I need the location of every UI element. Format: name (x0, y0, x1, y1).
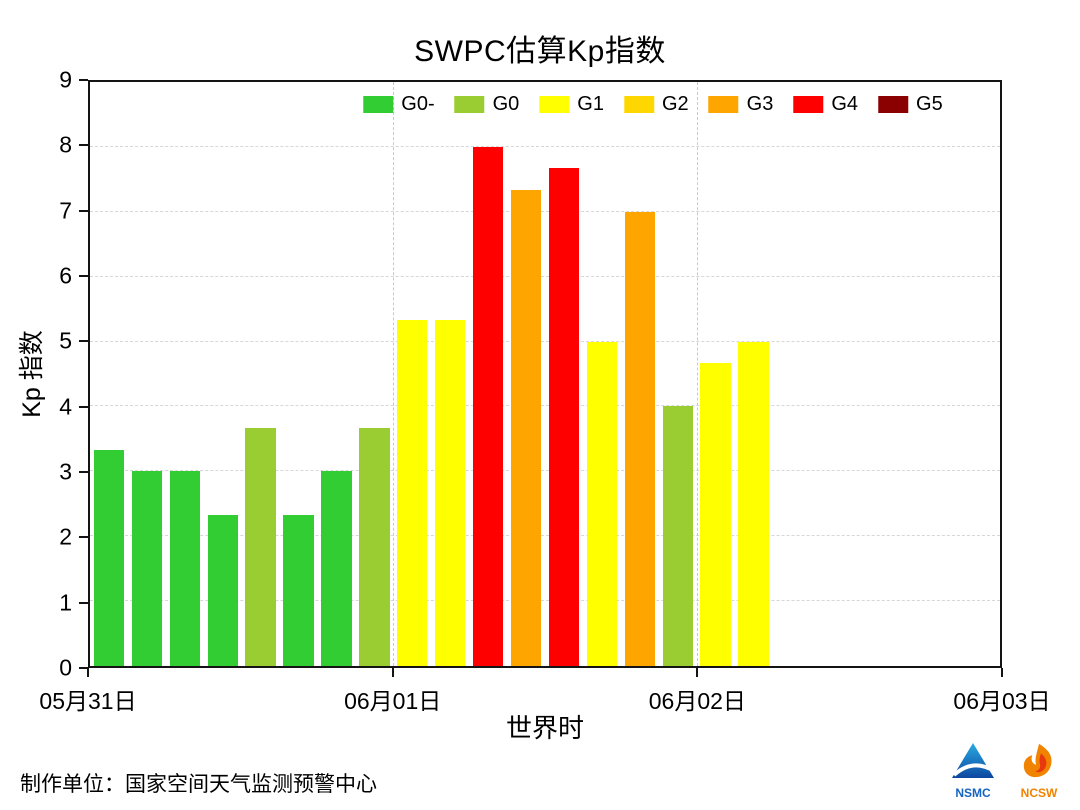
kp-bar (586, 341, 618, 666)
y-tick-mark (79, 340, 88, 343)
y-tick-label: 4 (59, 393, 72, 420)
y-tick-label: 5 (59, 327, 72, 354)
ncsw-logo: NCSW (1012, 742, 1066, 799)
legend-label: G1 (577, 93, 604, 115)
y-tick-mark (79, 144, 88, 147)
kp-bar (321, 471, 352, 666)
y-tick-label: 2 (59, 523, 72, 550)
kp-bar (245, 427, 276, 666)
kp-bar (93, 449, 125, 666)
credit-text: 制作单位：国家空间天气监测预警中心 (20, 773, 377, 796)
h-gridline (90, 470, 1000, 472)
y-tick-label: 3 (59, 458, 72, 485)
legend-item-g5: G5 (878, 93, 943, 116)
x-tick-mark (1001, 668, 1003, 677)
h-gridline (90, 600, 1000, 602)
kp-bar (169, 471, 200, 666)
y-tick-label: 6 (59, 262, 72, 289)
legend-label: G0 (492, 93, 520, 115)
legend-label: G4 (831, 93, 859, 115)
y-tick-mark (79, 209, 88, 212)
y-tick-mark (79, 667, 88, 669)
legend-swatch-icon (539, 96, 570, 113)
kp-bar (510, 190, 542, 666)
kp-bar (131, 471, 163, 666)
y-tick-label: 0 (59, 654, 72, 681)
legend-label: G5 (916, 93, 943, 115)
kp-bar (738, 341, 769, 666)
plot-area: G0- G0 G1 G2 G3 G4 G5 (88, 80, 1002, 668)
x-tick-mark (391, 668, 394, 677)
x-axis-title: 世界时 (505, 713, 584, 743)
y-tick-label: 9 (59, 66, 72, 93)
v-gridline (696, 82, 698, 666)
kp-bar (283, 514, 314, 666)
y-axis-title: Kp 指数 (18, 330, 46, 418)
legend-item-g3: G3 (708, 93, 774, 116)
nsmc-logo: NSMC (946, 742, 1000, 799)
h-gridline (90, 210, 1000, 212)
legend: G0- G0 G1 G2 G3 G4 G5 (363, 93, 943, 116)
y-tick-label: 7 (59, 197, 72, 224)
h-gridline (90, 340, 1000, 342)
kp-bar (472, 146, 504, 666)
legend-item-g0: G0 (454, 93, 520, 116)
y-tick-mark (79, 601, 88, 604)
legend-swatch-icon (454, 96, 485, 113)
h-gridline (90, 145, 1000, 147)
legend-swatch-icon (623, 96, 654, 113)
legend-swatch-icon (878, 96, 909, 113)
y-tick-mark (79, 471, 88, 473)
y-tick-label: 1 (59, 589, 72, 616)
legend-swatch-icon (363, 96, 394, 113)
legend-swatch-icon (793, 96, 824, 113)
kp-bar (435, 320, 466, 666)
y-tick-mark (79, 79, 88, 81)
chart-title: SWPC估算Kp指数 (414, 35, 666, 68)
ncsw-logo-label: NCSW (1020, 786, 1058, 800)
y-tick-mark (79, 536, 88, 539)
kp-bar (700, 362, 731, 666)
footer-logos: NSMC NCSW (946, 742, 1066, 799)
x-tick-mark (87, 668, 89, 677)
legend-item-g0-: G0- (363, 93, 435, 116)
nsmc-triangle-icon (951, 742, 996, 785)
legend-item-g4: G4 (793, 93, 858, 116)
legend-item-g1: G1 (539, 93, 604, 116)
h-gridline (90, 535, 1000, 537)
x-tick-mark (696, 668, 699, 677)
kp-bar (359, 427, 390, 666)
kp-bar (548, 168, 580, 666)
kp-bar (397, 320, 428, 666)
v-gridline (393, 82, 395, 666)
kp-bar (624, 211, 655, 666)
h-gridline (90, 405, 1000, 407)
legend-swatch-icon (708, 96, 739, 113)
legend-label: G3 (746, 93, 774, 115)
y-tick-mark (79, 275, 88, 277)
nsmc-logo-label: NSMC (955, 786, 991, 800)
legend-label: G2 (661, 93, 689, 115)
h-gridline (90, 275, 1000, 277)
legend-label: G0- (401, 93, 435, 115)
kp-bar (662, 406, 693, 666)
kp-bar (207, 514, 238, 666)
ncsw-flame-icon (1020, 742, 1058, 785)
y-tick-label: 8 (59, 131, 72, 158)
legend-item-g2: G2 (623, 93, 689, 116)
y-tick-mark (79, 405, 88, 408)
